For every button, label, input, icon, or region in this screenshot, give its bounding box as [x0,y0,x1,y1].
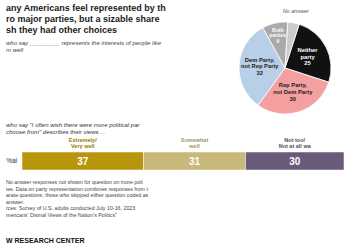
slice-label-line: Neither [298,47,319,53]
note: rces: Survey of U.S. adults conducted Ju… [6,205,135,211]
outside-label: No answer [283,8,310,14]
bar-segment [144,152,246,170]
note: arate questions; those who skipped eithe… [6,192,149,198]
bar-texts: 37 Extremely/Very well 31 Somewhatwell 30 Not… [69,137,312,167]
data-label: 32 [257,70,263,76]
outside-label-line: No answer [283,8,310,14]
note: mericans' Dismal Views of the Nation's P… [6,212,117,218]
slice [285,22,299,68]
data-label: 30 [290,96,296,102]
y-axis: %al [6,157,17,164]
data-label: 30 [289,156,301,167]
slice-label-line: Dem Party, [245,57,275,63]
note: ies. Data on party representation combin… [6,186,148,192]
series-label: Extremely/Very well [69,137,97,150]
data-label: 25 [304,60,311,66]
pie: Neitherparty25 Rep Party,not Dem Party30 D… [239,8,331,114]
subtitle-line: who say _________ represents the interes… [6,40,162,46]
series-label: Not too/Not at all wa [279,137,312,150]
slice-label: Bothparties [270,27,287,39]
tick: %al [6,157,17,164]
slice-label: Rep Party,not Dem Party [273,82,313,95]
notes: No answer responses not shown for questi… [6,179,149,218]
bars [22,152,344,170]
series-label-line: Extremely/ [69,137,97,143]
title-line: any Americans feel represented by th [6,3,166,13]
subtitle: who say "I often wish there were more po… [6,122,141,135]
slice-label-line: not Dem Party [273,89,313,95]
tick-label: %al [6,157,17,164]
slice-label-line: party [300,54,315,60]
title-line: sh they had other choices [6,25,117,35]
note: answer. [6,199,24,205]
data-label: 31 [189,156,201,167]
data-label: 9 [276,38,279,44]
bar-segment [245,152,344,170]
title: any Americans feel represented by thro m… [6,3,166,35]
chart: any Americans feel represented by thro m… [0,0,350,250]
note: No answer responses not shown for questi… [6,179,143,185]
subtitle-line: who say "I often wish there were more po… [6,122,141,128]
subtitle-line: choose from" describes their views ... [6,129,105,135]
slices [239,22,331,114]
series-label-line: Very well [71,143,95,149]
bar-segment [22,152,144,170]
slice-label-line: not Rep Party [241,63,279,69]
slice-label-line: Rep Party, [279,82,308,88]
slice-label: Dem Party,not Rep Party [241,57,279,70]
subtitle: who say _________ represents the interes… [6,40,162,53]
data-label: 37 [77,156,89,167]
title-line: ro major parties, but a sizable share [6,14,160,24]
series-label-line: well [188,143,200,149]
slice-labels: Neitherparty25 Rep Party,not Dem Party30 D… [241,8,318,101]
series-label-line: Not at all wa [279,143,312,149]
subtitle-line: m well [6,47,24,53]
slice-label: Neitherparty [298,47,319,60]
series-label: Somewhatwell [181,137,209,150]
series-label-line: Not too/ [284,137,305,143]
series-label-line: Somewhat [181,137,209,143]
footer: W RESEARCH CENTER [6,237,85,244]
